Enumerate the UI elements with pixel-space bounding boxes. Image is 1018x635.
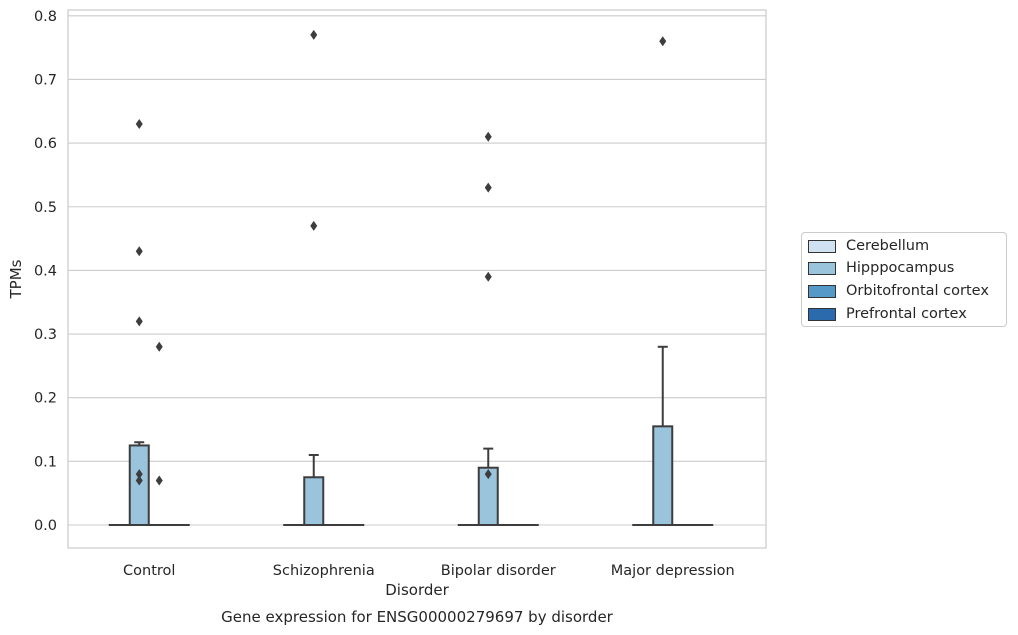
chart-title: Gene expression for ENSG00000279697 by d… [221, 608, 614, 626]
legend-swatch-prefrontal-cortex [808, 307, 836, 321]
legend-swatch-cerebellum [808, 239, 836, 253]
box-bipolar-disorder-hipppocampus-outlier-0 [484, 131, 492, 142]
y-tick-label: 0.4 [34, 263, 57, 279]
y-tick-labels: 0.0 0.1 0.2 0.3 0.4 0.5 0.6 0.7 0.8 [34, 9, 57, 534]
box-major-depression-hipppocampus-outlier-0 [659, 36, 667, 47]
box-control-orbitofrontal-cortex-outlier-0 [155, 341, 163, 352]
legend-label-cerebellum: Cerebellum [846, 238, 930, 254]
legend: Cerebellum Hipppocampus Orbitofrontal co… [801, 232, 1007, 327]
box-bipolar-disorder-hipppocampus-outlier-1 [484, 182, 492, 193]
legend-item-cerebellum: Cerebellum [808, 237, 929, 255]
y-tick-label: 0.5 [34, 200, 57, 216]
box-schizophrenia-hipppocampus-outlier-1 [310, 220, 318, 231]
box-bipolar-disorder-hipppocampus-outlier-3 [484, 469, 492, 480]
box-major-depression-hipppocampus [652, 425, 674, 526]
outliers [135, 29, 667, 486]
x-tick-label-schizophrenia: Schizophrenia [273, 563, 375, 579]
box-control-hipppocampus-outlier-0 [135, 119, 143, 130]
boxes [108, 345, 714, 527]
x-tick-label-bipolar-disorder: Bipolar disorder [441, 563, 556, 579]
legend-label-orbitofrontal-cortex: Orbitofrontal cortex [846, 283, 989, 299]
legend-item-hippocampus: Hipppocampus [808, 259, 954, 277]
y-tick-label: 0.1 [34, 454, 57, 470]
y-axis-label: TPMs [7, 259, 25, 299]
legend-item-prefrontal-cortex: Prefrontal cortex [808, 305, 967, 323]
box-bipolar-disorder-hipppocampus-outlier-2 [484, 271, 492, 282]
x-tick-labels: Control Schizophrenia Bipolar disorder Majo… [123, 563, 735, 579]
legend-item-orbitofrontal-cortex: Orbitofrontal cortex [808, 282, 989, 300]
y-tick-label: 0.7 [34, 72, 57, 88]
box-schizophrenia-hipppocampus [303, 476, 325, 527]
box-control-hipppocampus-outlier-1 [135, 246, 143, 257]
plot-area-frame [67, 9, 767, 549]
box-control-hipppocampus-outlier-2 [135, 316, 143, 327]
x-tick-label-major-depression: Major depression [611, 563, 735, 579]
y-tick-label: 0.8 [34, 9, 57, 25]
box-control-hipppocampus-outlier-4 [135, 475, 143, 486]
grid-lines [68, 15, 766, 526]
legend-swatch-orbitofrontal-cortex [808, 284, 836, 298]
legend-label-hippocampus: Hipppocampus [846, 260, 955, 276]
box-control-orbitofrontal-cortex-outlier-1 [155, 475, 163, 486]
box-schizophrenia-hipppocampus-outlier-0 [310, 29, 318, 40]
legend-label-prefrontal-cortex: Prefrontal cortex [846, 306, 967, 322]
y-tick-label: 0.0 [34, 518, 57, 534]
x-tick-label-control: Control [123, 563, 175, 579]
x-axis-label: Disorder [385, 581, 449, 599]
legend-swatch-hippocampus [808, 261, 836, 275]
y-tick-label: 0.3 [34, 327, 57, 343]
y-tick-label: 0.6 [34, 136, 57, 152]
box-control-hipppocampus-outlier-3 [135, 469, 143, 480]
y-tick-label: 0.2 [34, 391, 57, 407]
